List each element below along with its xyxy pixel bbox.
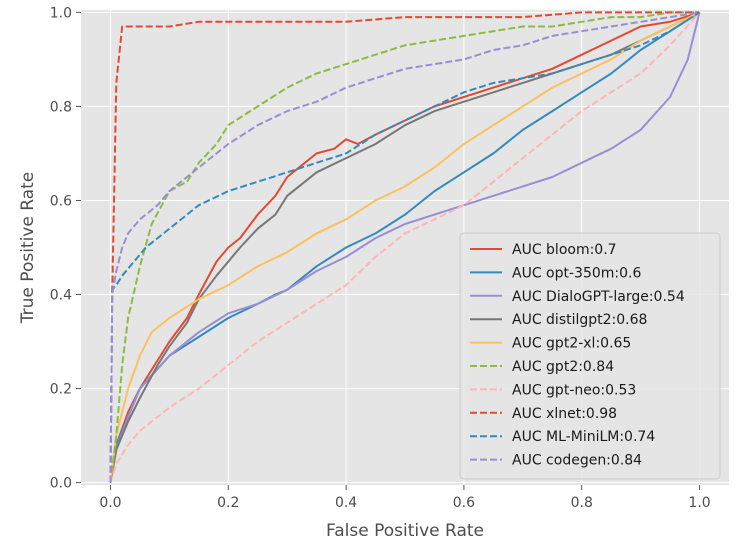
x-axis-title: False Positive Rate [326, 521, 484, 541]
legend-label: AUC xlnet:0.98 [512, 406, 617, 422]
series-line-1 [109, 11, 700, 483]
legend-label: AUC bloom:0.7 [512, 242, 617, 258]
legend-label: AUC gpt2-xl:0.65 [512, 336, 631, 352]
series-line-3 [109, 12, 701, 483]
legend-label: AUC distilgpt2:0.68 [512, 312, 647, 328]
legend-box [459, 232, 721, 480]
legend-label: AUC codegen:0.84 [512, 453, 642, 469]
series-line-8 [109, 11, 700, 483]
legend-label: AUC gpt-neo:0.53 [512, 382, 636, 398]
x-tick-label: 0.0 [99, 495, 121, 511]
x-tick-label: 0.8 [571, 495, 593, 511]
axis-ticks: 0.0 0.2 0.4 0.6 0.8 1.0 0.0 0.2 0.4 0.6 0.8 1.0 [50, 5, 711, 511]
y-tick-label: 0.6 [50, 193, 72, 209]
series-line-6 [109, 11, 700, 483]
y-tick-label: 0.2 [50, 382, 72, 398]
legend-label: AUC ML-MiniLM:0.74 [512, 429, 655, 445]
y-tick-label: 0.0 [50, 476, 72, 492]
y-axis-title: True Positive Rate [18, 172, 38, 324]
legend: AUC bloom:0.7 AUC opt-350m:0.6 AUC DialoGP… [459, 232, 721, 480]
series-layer [109, 11, 701, 483]
x-tick-label: 0.6 [453, 495, 475, 511]
x-tick-label: 1.0 [688, 495, 710, 511]
y-tick-label: 0.4 [50, 288, 72, 304]
series-line-10 [109, 11, 700, 483]
y-tick-label: 1.0 [50, 5, 72, 21]
legend-label: AUC DialoGPT-large:0.54 [512, 289, 685, 305]
legend-label: AUC opt-350m:0.6 [512, 265, 641, 281]
series-line-5 [109, 11, 700, 483]
series-line-9 [109, 11, 701, 483]
x-tick-label: 0.4 [335, 495, 357, 511]
legend-label: AUC gpt2:0.84 [512, 359, 614, 375]
series-line-7 [109, 11, 701, 483]
y-tick-label: 0.8 [50, 99, 72, 115]
x-tick-label: 0.2 [217, 495, 239, 511]
